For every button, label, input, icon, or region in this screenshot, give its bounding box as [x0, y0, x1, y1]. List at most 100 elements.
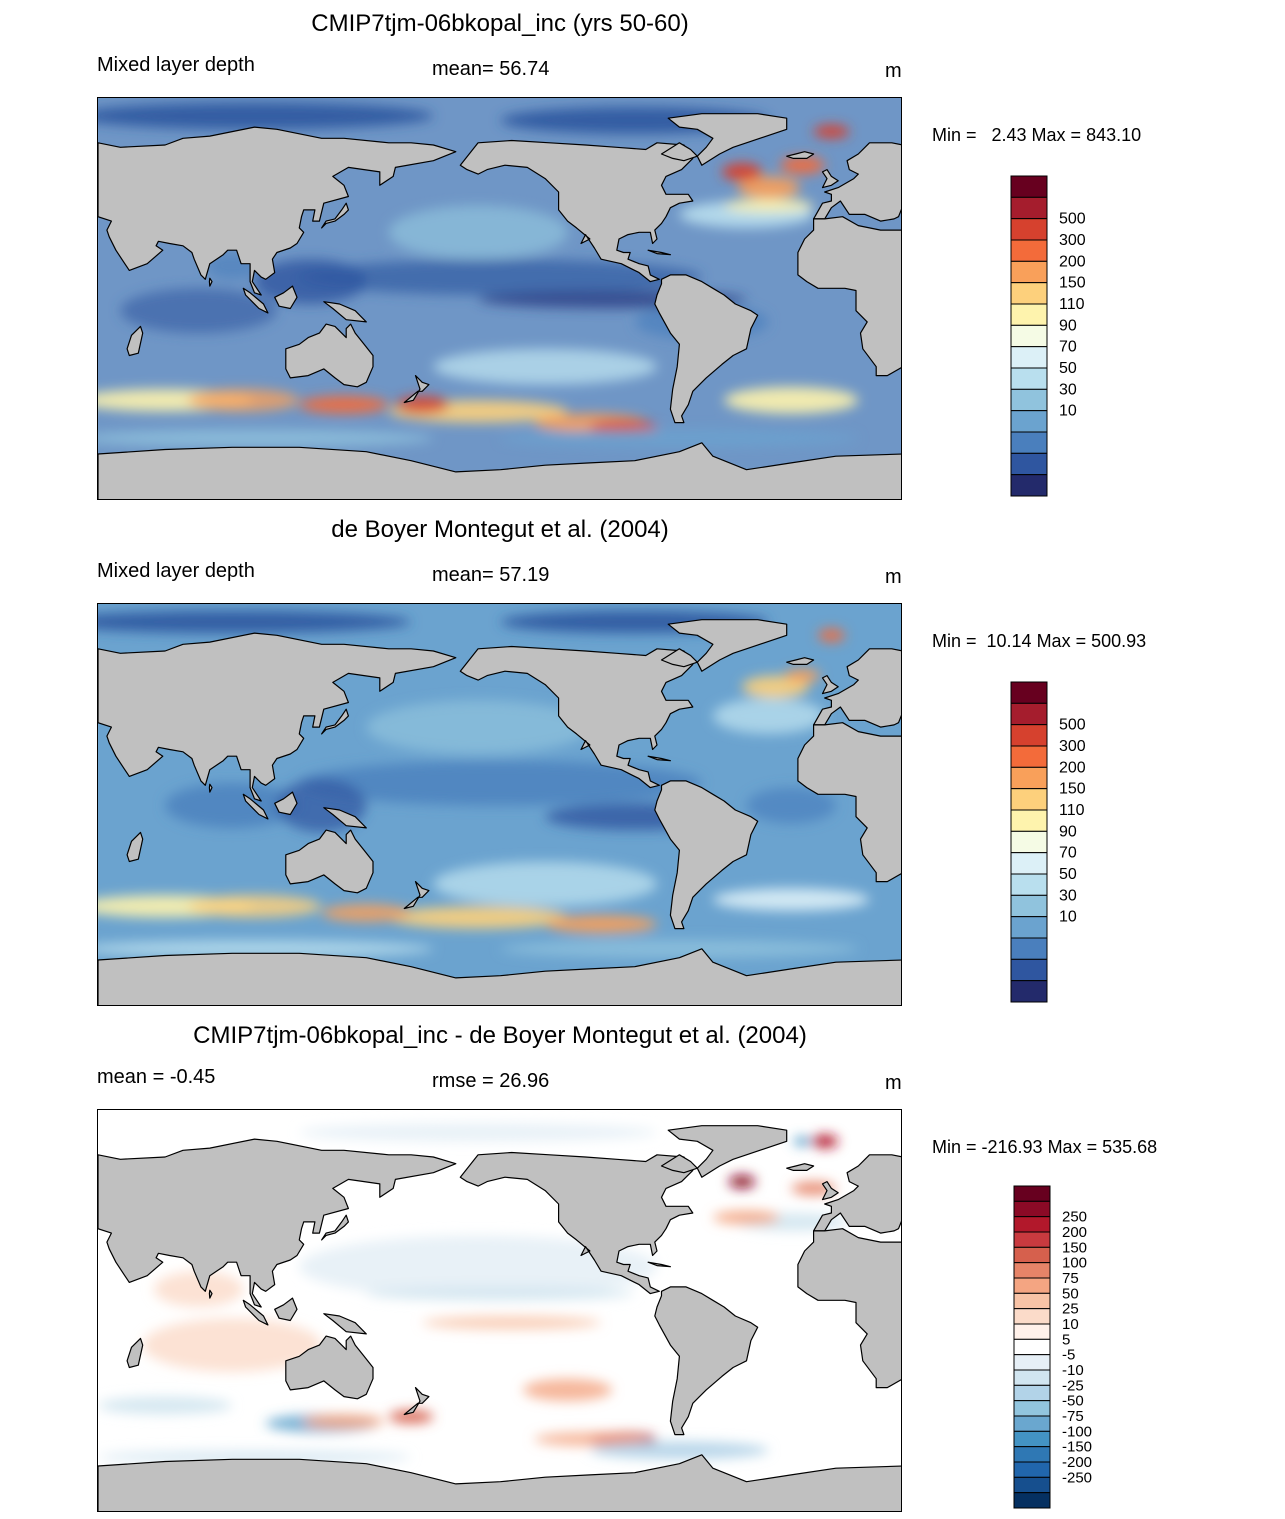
colorbar-tick-label: 90: [1059, 317, 1077, 334]
colorbar-bin: [1013, 1369, 1051, 1386]
mean-label: mean= 57.19: [432, 564, 550, 586]
colorbar-tick-label: 70: [1059, 339, 1077, 356]
colorbar-tick-label: 10: [1059, 909, 1077, 926]
field-patch: [299, 1123, 658, 1142]
field-patch: [780, 156, 825, 175]
colorbar-bin: [1010, 788, 1048, 811]
field-patch: [187, 895, 322, 918]
landmass-japan: [321, 1214, 349, 1241]
land-layer: [98, 113, 901, 499]
field-patch: [299, 1235, 658, 1299]
colorbar-tick-label: 25: [1062, 1301, 1079, 1318]
colorbar-tick-label: 110: [1059, 802, 1085, 819]
land-layer: [98, 1125, 901, 1511]
field-patch: [811, 1134, 839, 1149]
landmass-africa: [797, 1228, 901, 1389]
colorbar-bin: [1013, 1216, 1051, 1233]
landmass-africa: [797, 216, 901, 377]
field-patch: [818, 628, 845, 643]
field-patch: [153, 1271, 244, 1308]
colorbar-bin: [1013, 1415, 1051, 1432]
map-observation: [97, 603, 902, 1006]
field-patch: [712, 1210, 781, 1225]
land-layer: [98, 619, 901, 1005]
landmass-britain: [821, 168, 839, 189]
colorbar-bin: [1013, 1492, 1051, 1509]
colorbar-tick-label: 300: [1059, 738, 1086, 755]
variable-label: Mixed layer depth: [97, 560, 255, 582]
field-patch: [522, 1378, 613, 1402]
colorbar-bin: [1013, 1400, 1051, 1417]
colorbar-bin: [1013, 1262, 1051, 1279]
field-patch: [98, 610, 412, 634]
landmass-cuba: [647, 249, 672, 256]
landmass-britain: [821, 1180, 839, 1201]
landmass-baffin: [660, 648, 698, 668]
landmass-japan: [321, 202, 349, 229]
field-patch: [500, 429, 859, 448]
landmass-madagascar: [126, 1337, 144, 1369]
field-patch: [142, 1318, 322, 1372]
colorbar-tick-label: -25: [1062, 1377, 1084, 1394]
colorbar-bin: [1013, 1354, 1051, 1371]
field-patch: [388, 205, 568, 260]
colorbar-tick-label: 50: [1059, 360, 1077, 377]
colorbar-bin: [1010, 474, 1048, 497]
colorbar-tick-label: -75: [1062, 1408, 1084, 1425]
field-patch: [299, 259, 702, 296]
min-max-label: Min = 10.14 Max = 500.93: [932, 631, 1147, 651]
field-patch: [724, 198, 814, 213]
colorbar-bin: [1010, 830, 1048, 854]
colorbar-bin: [1010, 745, 1048, 768]
landmass-britain: [821, 674, 839, 695]
colorbar-tick-label: 90: [1059, 823, 1077, 840]
map-model: [97, 97, 902, 500]
colorbar-tick-label: 150: [1059, 781, 1086, 798]
landmass-srilanka: [208, 783, 213, 793]
landmass-south-america: [654, 274, 759, 424]
landmass-eurasia2: [98, 126, 457, 296]
field-patch: [545, 915, 658, 934]
field-patch: [728, 1174, 756, 1189]
field-patch: [98, 429, 434, 448]
min-max-label: Min = 2.43 Max = 843.10: [932, 125, 1142, 145]
variable-label: Mixed layer depth: [97, 54, 255, 76]
colorbar-tick-label: -150: [1062, 1439, 1092, 1456]
colorbar-tick-label: 500: [1059, 717, 1086, 734]
colorbar-bin: [1013, 1246, 1051, 1264]
colorbar-bin: [1010, 218, 1048, 241]
landmass-borneo: [274, 791, 298, 816]
landmass-sumatra: [242, 793, 269, 820]
field-patch: [746, 787, 836, 824]
field-patch: [721, 162, 763, 181]
colorbar-tick-label: -5: [1062, 1347, 1075, 1364]
rmse-label: rmse = 26.96: [432, 1070, 550, 1092]
colorbar-tick-label: -100: [1062, 1423, 1092, 1440]
landmass-cuba: [647, 1261, 672, 1268]
field-patch: [388, 906, 568, 929]
colorbar-tick-label: 50: [1059, 866, 1077, 883]
colorbar-bin: [1010, 958, 1048, 982]
field-patch: [303, 1414, 385, 1428]
colorbar-tick-label: 250: [1062, 1209, 1087, 1226]
landmass-newguinea: [323, 807, 367, 829]
colorbar-tick-label: 30: [1059, 381, 1077, 398]
field-patch: [187, 389, 300, 412]
colorbar-tick-label: 70: [1059, 845, 1077, 862]
landmass-nz: [403, 375, 430, 404]
colorbar-bin: [1013, 1277, 1051, 1294]
landmass-madagascar: [126, 325, 144, 357]
colorbar-tick-label: -250: [1062, 1469, 1092, 1486]
colorbar-tick-label: -200: [1062, 1454, 1092, 1471]
field-patch: [813, 124, 850, 139]
colorbar-bin: [1013, 1446, 1051, 1463]
landmass-eurasia2: [98, 1138, 457, 1308]
colorbar-bin: [1010, 894, 1048, 918]
landmass-sumatra: [242, 287, 269, 314]
panel-title: CMIP7tjm-06bkopal_inc - de Boyer Montegu…: [193, 1022, 807, 1049]
colorbar-tick-label: 200: [1059, 253, 1086, 270]
colorbar-bin: [1013, 1476, 1051, 1494]
landmass-srilanka: [208, 277, 213, 287]
landmass-antarctica: [98, 948, 901, 1005]
colorbar-bin: [1013, 1308, 1051, 1325]
